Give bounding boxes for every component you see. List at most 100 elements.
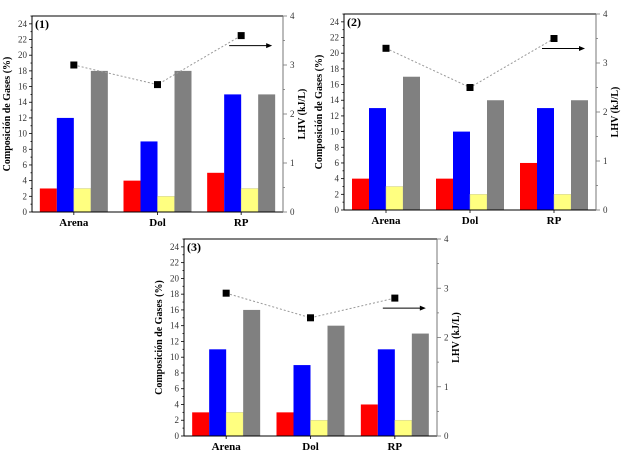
y-tick-label: 8 — [335, 142, 340, 152]
x-tick-label: Arena — [59, 217, 89, 229]
y-tick-label: 22 — [330, 33, 339, 43]
y-right-tick-label: 0 — [603, 205, 608, 215]
bar-gray-dol — [174, 70, 192, 212]
bar-red-arena — [192, 412, 210, 436]
bar-red-rp — [520, 162, 537, 210]
bar-yellow-rp — [553, 194, 572, 211]
y-tick-label: 24 — [330, 17, 340, 27]
y-tick-label: 10 — [18, 129, 28, 139]
lhv-marker-dol — [466, 84, 474, 91]
bar-red-dol — [123, 180, 141, 212]
y-tick-label: 16 — [170, 305, 180, 315]
x-tick-label: Dol — [302, 441, 319, 453]
arrow-right-icon — [419, 305, 426, 311]
y-tick-label: 2 — [23, 191, 28, 201]
bar-yellow-dol — [310, 419, 328, 437]
bar-yellow-rp — [240, 188, 259, 213]
panel-label: (1) — [35, 17, 49, 31]
bar-gray-dol — [327, 325, 345, 436]
y-tick-label: 18 — [18, 66, 28, 76]
y-tick-label: 24 — [18, 19, 28, 29]
y-tick-label: 18 — [330, 64, 340, 74]
y-tick-label: 2 — [335, 189, 340, 199]
bar-yellow-arena — [225, 412, 244, 437]
bar-gray-rp — [258, 94, 276, 212]
y-right-tick-label: 2 — [603, 107, 608, 117]
y-axis-label: Composición de Gases (%) — [154, 280, 165, 395]
bar-red-arena — [39, 188, 57, 212]
panel-label: (3) — [187, 240, 201, 254]
y-tick-label: 8 — [23, 144, 28, 154]
bar-blue-rp — [537, 108, 554, 210]
y-right-tick-label: 3 — [290, 60, 295, 70]
bar-blue-dol — [453, 131, 470, 210]
y-tick-label: 2 — [175, 415, 180, 425]
bar-red-rp — [360, 404, 378, 436]
y-tick-label: 20 — [170, 273, 180, 283]
y-right-tick-label: 4 — [603, 9, 608, 19]
bar-gray-arena — [90, 70, 108, 212]
y-tick-label: 0 — [175, 431, 180, 441]
y-right-tick-label: 1 — [603, 156, 608, 166]
y-tick-label: 24 — [170, 242, 180, 252]
y-right-axis-label: LHV (kJ/L) — [610, 87, 621, 138]
x-tick-label: Arena — [212, 441, 242, 453]
y-tick-label: 6 — [335, 158, 340, 168]
y-tick-label: 8 — [175, 368, 180, 378]
bar-red-dol — [276, 412, 294, 436]
bar-blue-arena — [209, 349, 227, 436]
lhv-marker-arena — [70, 61, 78, 69]
y-right-tick-label: 2 — [444, 333, 449, 343]
bar-blue-rp — [224, 94, 242, 212]
bar-blue-arena — [56, 117, 74, 212]
y-tick-label: 22 — [170, 258, 179, 268]
x-tick-label: Dol — [462, 215, 479, 227]
y-tick-label: 0 — [335, 205, 340, 215]
bar-blue-dol — [140, 141, 158, 212]
x-tick-label: Dol — [149, 217, 166, 229]
y-tick-label: 4 — [335, 174, 340, 184]
bar-red-arena — [352, 178, 369, 210]
bar-yellow-dol — [157, 196, 175, 213]
lhv-marker-rp — [550, 35, 558, 42]
y-tick-label: 0 — [23, 207, 28, 217]
y-tick-label: 20 — [330, 48, 340, 58]
lhv-marker-arena — [222, 289, 230, 297]
y-tick-label: 16 — [330, 80, 340, 90]
lhv-marker-dol — [307, 314, 314, 322]
lhv-marker-dol — [154, 81, 161, 89]
y-axis-label: Composición de Gases (%) — [2, 57, 13, 172]
y-tick-label: 16 — [18, 82, 28, 92]
y-tick-label: 10 — [330, 127, 340, 137]
y-right-axis-label: LHV (kJ/L) — [451, 312, 462, 363]
x-tick-label: RP — [234, 217, 249, 229]
y-tick-label: 20 — [18, 50, 28, 60]
y-tick-label: 12 — [170, 336, 179, 346]
panel-label: (2) — [347, 15, 361, 29]
y-right-tick-label: 3 — [444, 283, 449, 293]
y-axis-label: Composición de Gases (%) — [314, 55, 325, 170]
y-right-tick-label: 1 — [290, 158, 295, 168]
y-tick-label: 22 — [18, 35, 27, 45]
bar-red-rp — [207, 172, 225, 212]
y-tick-label: 18 — [170, 289, 180, 299]
y-tick-label: 4 — [23, 176, 28, 186]
bar-blue-arena — [369, 108, 386, 210]
bar-yellow-arena — [385, 186, 404, 211]
y-right-tick-label: 4 — [290, 11, 295, 21]
y-tick-label: 14 — [18, 97, 28, 107]
lhv-marker-rp — [391, 294, 399, 302]
y-right-axis-label: LHV (kJ/L) — [297, 89, 308, 140]
bar-gray-rp — [571, 100, 588, 210]
bar-gray-rp — [411, 333, 429, 436]
bar-yellow-arena — [73, 188, 92, 213]
bar-blue-dol — [293, 365, 311, 436]
y-tick-label: 14 — [330, 95, 340, 105]
y-right-tick-label: 0 — [290, 207, 295, 217]
bar-yellow-dol — [469, 194, 488, 211]
y-right-tick-label: 4 — [444, 234, 449, 244]
x-tick-label: RP — [387, 441, 402, 453]
